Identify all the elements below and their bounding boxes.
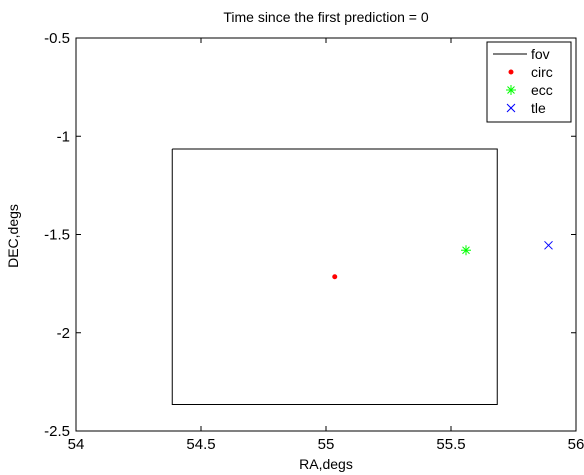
legend: fov circ ecc tle: [486, 41, 572, 123]
axis-ticks: 54 54.5 55 55.5 56 -0.5 -1 -1.5 -2 -2.5: [44, 30, 584, 453]
legend-marker-ecc: [506, 85, 516, 95]
x-tick-label: 55: [318, 436, 335, 453]
y-tick-label: -2: [57, 325, 70, 342]
circ-point: [332, 274, 338, 280]
legend-marker-circ-shape: [508, 69, 514, 75]
legend-box: [486, 41, 572, 123]
tle-point: [544, 240, 553, 250]
y-tick-label: -2.5: [44, 423, 70, 440]
legend-label-ecc: ecc: [531, 82, 553, 98]
fov-rectangle: [171, 148, 498, 405]
chart-title: Time since the first prediction = 0: [223, 9, 429, 25]
legend-label-circ: circ: [531, 64, 553, 80]
legend-marker-tle-stroke: [506, 103, 516, 113]
legend-marker-circ: [508, 69, 514, 75]
legend-marker-tle: [506, 103, 516, 113]
x-tick-label: 54: [68, 436, 85, 453]
circ-point-shape: [332, 274, 338, 280]
ecc-point-stroke: [462, 246, 470, 255]
x-axis-label: RA,degs: [299, 456, 353, 472]
x-tick-label: 55.5: [436, 436, 465, 453]
y-tick-label: -1: [57, 128, 70, 145]
x-tick-label: 56: [568, 436, 584, 453]
y-axis-label: DEC,degs: [5, 204, 21, 268]
legend-marker-ecc-stroke: [507, 86, 515, 94]
x-tick-label: 54.5: [186, 436, 215, 453]
tle-point-stroke: [544, 240, 553, 250]
y-tick-label: -0.5: [44, 30, 70, 47]
ecc-point: [461, 245, 471, 256]
data-layer: [171, 148, 553, 405]
legend-label-tle: tle: [531, 100, 546, 116]
y-tick-label: -1.5: [44, 227, 70, 244]
legend-label-fov: fov: [531, 46, 550, 62]
